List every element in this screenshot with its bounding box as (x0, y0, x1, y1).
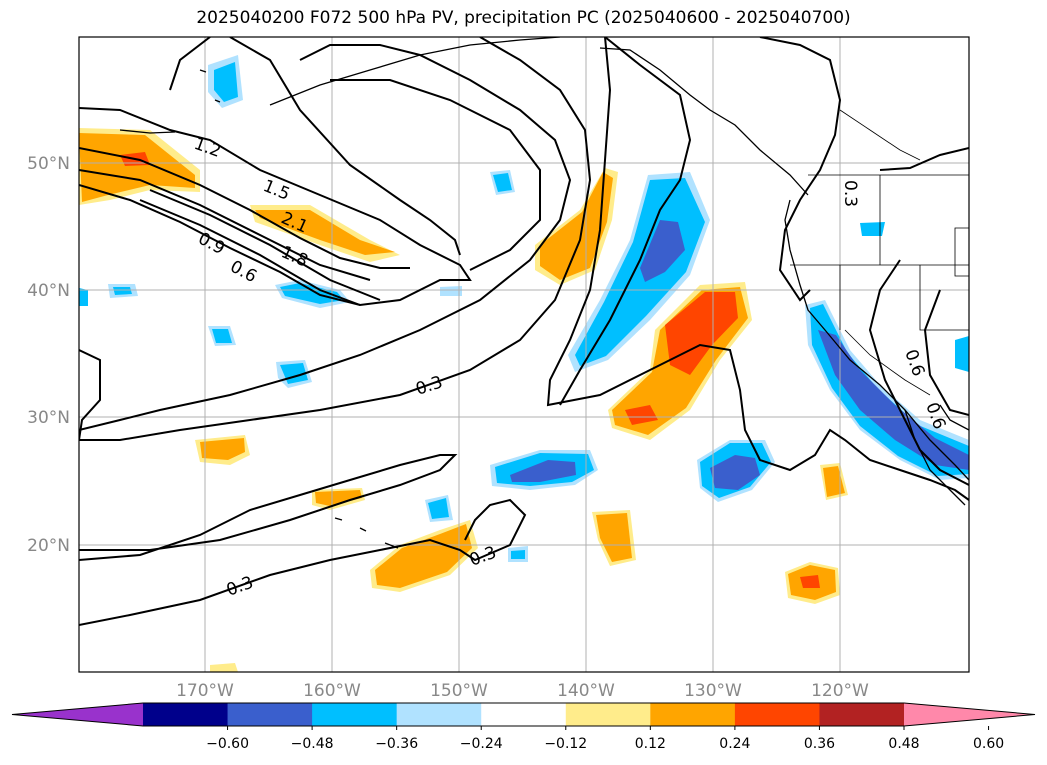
colorbar-segment (650, 703, 736, 726)
lon-label: 140°W (557, 681, 615, 701)
colorbar-tick-labels: −0.60 −0.48 −0.36 −0.24 −0.12 0.12 0.24 0.36 0.4… (206, 726, 1004, 752)
colorbar-tick-label: −0.24 (460, 736, 503, 752)
colorbar-segment (227, 703, 313, 726)
colorbar-segment (396, 703, 482, 726)
colorbar-tick-label: −0.48 (291, 736, 334, 752)
colorbar-tick-label: −0.12 (544, 736, 587, 752)
longitude-labels: 170°W 160°W 150°W 140°W 130°W 120°W (176, 681, 869, 701)
colorbar (11, 702, 1036, 727)
contour-label: 1.2 (191, 134, 223, 162)
lon-label: 130°W (684, 681, 742, 701)
lat-label: 50°N (27, 154, 70, 174)
lon-label: 120°W (811, 681, 869, 701)
colorbar-min-extend (12, 703, 143, 726)
colorbar-segment (734, 703, 820, 726)
contour-label: 0.3 (413, 372, 445, 399)
lon-label: 170°W (176, 681, 234, 701)
lon-label: 150°W (430, 681, 488, 701)
colorbar-segment (565, 703, 651, 726)
colorbar-tick-label: 0.60 (973, 736, 1004, 752)
map-area: 1.2 1.5 2.1 1.8 0.9 0.6 0.3 0.3 0.3 0.3 … (79, 37, 969, 672)
colorbar-tick-label: 0.36 (804, 736, 835, 752)
colorbar-tick-label: −0.60 (206, 736, 249, 752)
colorbar-tick-label: 0.48 (888, 736, 919, 752)
colorbar-segment (143, 703, 229, 726)
borders (790, 109, 969, 396)
precip-positive-shading (79, 128, 848, 672)
lon-label: 160°W (303, 681, 361, 701)
colorbar-max-extend (904, 703, 1035, 726)
lat-label: 20°N (27, 536, 70, 556)
colorbar-tick-label: 0.24 (719, 736, 750, 752)
map-frame (78, 36, 970, 673)
graticule (79, 37, 969, 672)
lat-label: 40°N (27, 281, 70, 301)
latitude-labels: 50°N 40°N 30°N 20°N (27, 154, 70, 556)
contour-label: 1.5 (260, 176, 293, 205)
colorbar-segment (312, 703, 398, 726)
contour-label: 0.6 (227, 257, 260, 287)
contour-label: 0.3 (840, 180, 860, 207)
lat-label: 30°N (27, 408, 70, 428)
map-title: 2025040200 F072 500 hPa PV, precipitatio… (196, 8, 851, 28)
contour-label: 0.6 (900, 347, 928, 379)
contour-label: 0.3 (224, 573, 256, 601)
pv-contours (79, 37, 969, 626)
colorbar-outline (11, 702, 1036, 727)
colorbar-tick-label: 0.12 (635, 736, 666, 752)
colorbar-segment (481, 703, 567, 726)
colorbar-segment (819, 703, 905, 726)
colorbar-tick-label: −0.36 (375, 736, 418, 752)
